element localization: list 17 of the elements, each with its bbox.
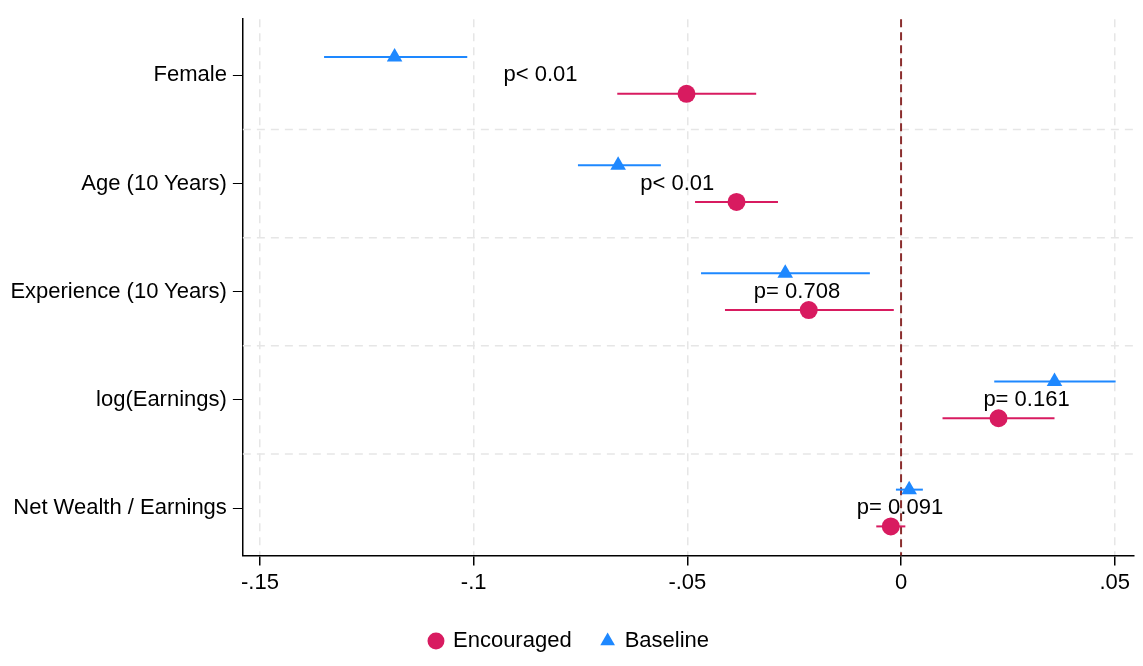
x-tick-label: .05 [1099,568,1131,594]
y-tick-label: Female [153,61,227,87]
legend-label: Baseline [624,627,710,653]
x-tick-label: -.05 [668,568,707,594]
x-tick-label: 0 [894,568,908,594]
y-tick-label: Net Wealth / Earnings [13,494,227,520]
x-tick-label: -.1 [460,568,487,594]
annotation: p= 0.161 [983,385,1070,411]
y-tick-label: Age (10 Years) [81,169,227,195]
x-tick-label: -.15 [241,568,279,594]
y-tick-label: Experience (10 Years) [10,277,227,303]
legend-label: Encouraged [452,627,572,653]
y-tick-label: log(Earnings) [96,385,227,411]
annotation: p= 0.708 [753,277,841,303]
annotation: p< 0.01 [503,61,578,87]
annotation: p= 0.091 [856,494,944,520]
annotation: p< 0.01 [640,169,715,195]
